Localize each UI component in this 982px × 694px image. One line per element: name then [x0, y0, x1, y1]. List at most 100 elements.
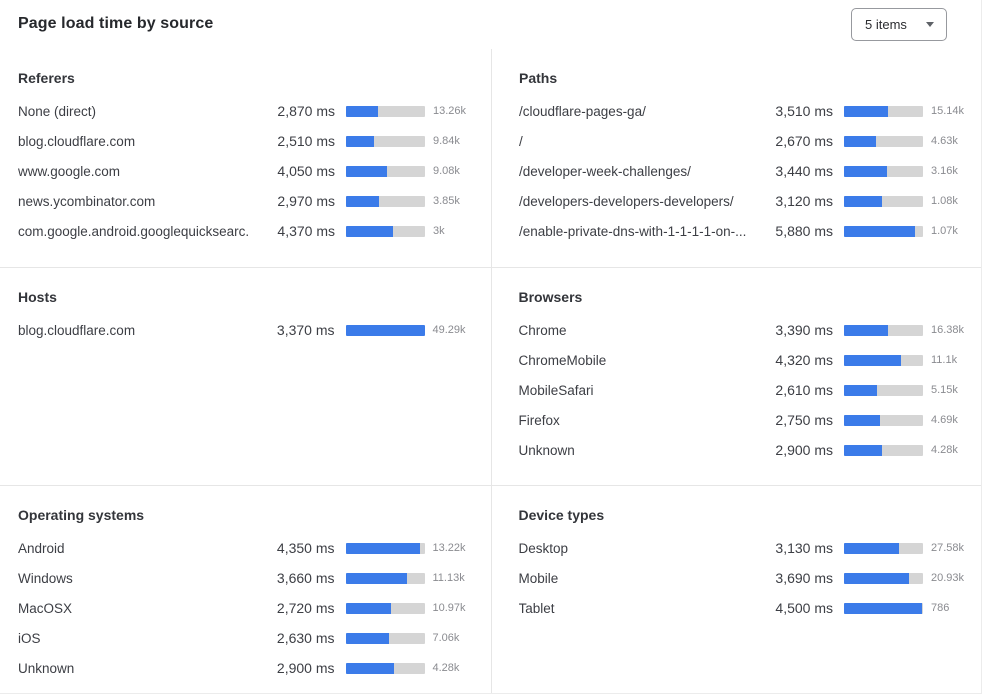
panel-rows: None (direct) 2,870 ms 13.26k blog.cloudfla…: [18, 96, 471, 246]
table-row: MobileSafari 2,610 ms 5.15k: [519, 375, 970, 405]
panel-rows: blog.cloudflare.com 3,370 ms 49.29k: [18, 315, 471, 345]
table-row: / 2,670 ms 4.63k: [519, 126, 969, 156]
table-row: Firefox 2,750 ms 4.69k: [519, 405, 970, 435]
panel-rows: /cloudflare-pages-ga/3,510 ms 15.14k / 2,67…: [519, 96, 969, 246]
panel-title: Operating systems: [18, 507, 145, 523]
row-bar-track: [346, 105, 425, 117]
row-label: blog.cloudflare.com: [18, 133, 136, 149]
table-row: /developers-developers-developers/3,120 …: [519, 186, 969, 216]
panel-title: Hosts: [18, 289, 57, 305]
row-label: Firefox: [518, 412, 560, 428]
row-bar-fill: [844, 225, 916, 237]
row-bar-fill: [844, 354, 901, 366]
row-load-time: 2,720 ms: [276, 600, 335, 616]
row-bar-fill: [346, 105, 378, 117]
row-bar-fill: [844, 165, 887, 177]
row-load-time: 4,050 ms: [277, 163, 335, 179]
table-row: /cloudflare-pages-ga/3,510 ms 15.14k: [519, 96, 969, 126]
row-bar-track: [844, 444, 923, 456]
row-bar-fill: [345, 572, 408, 584]
panel-title: Browsers: [518, 289, 583, 305]
table-row: news.ycombinator.com 2,970 ms 3.85k: [18, 186, 471, 216]
row-count: 9.08k: [433, 165, 460, 177]
row-label: /: [519, 133, 523, 149]
row-load-time: 4,370 ms: [277, 223, 335, 239]
row-bar-track: [345, 542, 425, 554]
table-row: blog.cloudflare.com 3,370 ms 49.29k: [18, 315, 471, 345]
items-count-select[interactable]: 5 items: [851, 8, 947, 41]
row-label: www.google.com: [18, 163, 121, 179]
row-bar-fill: [844, 324, 889, 336]
row-load-time: 5,880 ms: [775, 223, 833, 239]
row-load-time: 2,900 ms: [775, 442, 833, 458]
row-label: /cloudflare-pages-ga/: [519, 103, 646, 119]
table-row: com.google.android.googlequicksearc... 4,…: [18, 216, 471, 246]
row-bar-track: [844, 105, 923, 117]
panel-title: Referers: [18, 70, 75, 86]
row-bar-fill: [844, 602, 923, 614]
row-count: 786: [931, 602, 950, 614]
row-load-time: 2,900 ms: [276, 660, 335, 676]
row-label: Windows: [18, 570, 73, 586]
row-bar-fill: [346, 165, 388, 177]
table-row: iOS 2,630 ms 7.06k: [18, 623, 471, 653]
row-count: 3.85k: [433, 195, 460, 207]
row-bar-fill: [844, 414, 880, 426]
row-bar-track: [345, 572, 425, 584]
row-load-time: 2,870 ms: [277, 103, 335, 119]
table-row: Unknown 2,900 ms 4.28k: [18, 653, 471, 683]
card-header: Page load time by source 5 items: [0, 0, 981, 49]
row-bar-fill: [844, 384, 878, 396]
row-label: com.google.android.googlequicksearc...: [18, 223, 249, 239]
row-label: Tablet: [518, 600, 555, 616]
row-bar-track: [844, 572, 923, 584]
row-bar-track: [844, 602, 923, 614]
table-row: /enable-private-dns-with-1-1-1-1-on-... 5…: [519, 216, 969, 246]
panel-hosts: Hosts blog.cloudflare.com 3,370 ms 49.29k: [0, 268, 491, 485]
row-bar-track: [346, 195, 425, 207]
row-bar-track: [844, 414, 923, 426]
section-row-1: Referers None (direct) 2,870 ms 13.26k blog…: [0, 49, 981, 267]
row-load-time: 4,320 ms: [775, 352, 833, 368]
row-label: Unknown: [18, 660, 75, 676]
row-label: Unknown: [518, 442, 575, 458]
table-row: MacOSX 2,720 ms 10.97k: [18, 593, 471, 623]
row-bar-track: [844, 165, 923, 177]
panel-device-types: Device types Desktop 3,130 ms 27.58k Mobile…: [490, 486, 982, 693]
section-row-2: Hosts blog.cloudflare.com 3,370 ms 49.29k …: [0, 267, 981, 485]
row-bar-fill: [844, 195, 882, 207]
row-load-time: 3,440 ms: [775, 163, 833, 179]
row-load-time: 2,610 ms: [775, 382, 833, 398]
panel-referers: Referers None (direct) 2,870 ms 13.26k blog…: [0, 49, 491, 267]
items-count-value: 5 items: [865, 17, 907, 32]
row-count: 4.28k: [432, 662, 460, 674]
row-label: Chrome: [518, 322, 567, 338]
row-bar-fill: [345, 602, 392, 614]
row-bar-fill: [346, 195, 380, 207]
row-bar-fill: [345, 542, 420, 554]
row-label: news.ycombinator.com: [18, 193, 156, 209]
row-label: /developer-week-challenges/: [519, 163, 691, 179]
row-bar-fill: [844, 542, 899, 554]
row-label: MacOSX: [18, 600, 73, 616]
row-count: 3.16k: [931, 165, 958, 177]
row-count: 20.93k: [931, 572, 965, 584]
row-bar-fill: [844, 444, 882, 456]
row-bar-track: [345, 602, 425, 614]
row-load-time: 4,500 ms: [775, 600, 833, 616]
row-count: 27.58k: [931, 542, 965, 554]
row-label: MobileSafari: [518, 382, 594, 398]
section-row-3: Operating systems Android 4,350 ms 13.22k W…: [0, 485, 982, 693]
row-count: 1.07k: [931, 225, 958, 237]
row-load-time: 2,670 ms: [775, 133, 833, 149]
row-bar-track: [346, 135, 425, 147]
table-row: www.google.com 4,050 ms 9.08k: [18, 156, 471, 186]
row-load-time: 3,660 ms: [276, 570, 335, 586]
row-bar-fill: [346, 135, 374, 147]
table-row: Desktop 3,130 ms 27.58k: [519, 533, 970, 563]
table-row: /developer-week-challenges/3,440 ms 3.16k: [519, 156, 969, 186]
table-row: Android 4,350 ms 13.22k: [18, 533, 471, 563]
row-count: 7.06k: [432, 632, 460, 644]
panel-rows: Desktop 3,130 ms 27.58k Mobile 3,690 ms 20.93…: [519, 533, 970, 623]
